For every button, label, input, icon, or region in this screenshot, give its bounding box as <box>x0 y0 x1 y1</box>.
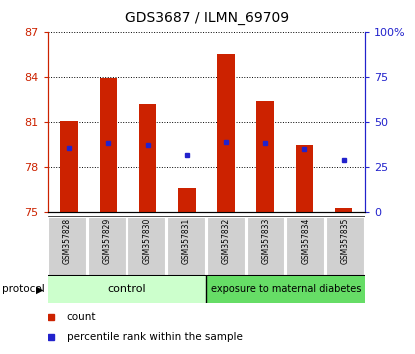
Bar <box>326 217 365 275</box>
Bar <box>127 217 166 275</box>
Bar <box>167 217 206 275</box>
Text: ▶: ▶ <box>36 284 43 295</box>
Bar <box>88 217 127 275</box>
Text: GSM357830: GSM357830 <box>142 218 151 264</box>
Bar <box>217 55 235 212</box>
Bar <box>48 217 87 275</box>
Text: GSM357832: GSM357832 <box>222 218 231 264</box>
Bar <box>295 145 313 212</box>
Bar <box>256 101 274 212</box>
Bar <box>207 217 246 275</box>
Text: percentile rank within the sample: percentile rank within the sample <box>67 332 243 342</box>
Bar <box>207 276 365 303</box>
Bar <box>100 79 117 212</box>
Text: control: control <box>108 284 146 295</box>
Text: GDS3687 / ILMN_69709: GDS3687 / ILMN_69709 <box>125 11 290 25</box>
Text: count: count <box>67 312 96 322</box>
Bar <box>61 121 78 212</box>
Bar <box>48 276 207 303</box>
Text: GSM357834: GSM357834 <box>301 218 310 264</box>
Bar <box>286 217 325 275</box>
Bar <box>139 104 156 212</box>
Text: GSM357828: GSM357828 <box>63 218 72 264</box>
Text: protocol: protocol <box>2 284 45 295</box>
Text: GSM357835: GSM357835 <box>341 218 350 264</box>
Text: GSM357829: GSM357829 <box>103 218 112 264</box>
Bar <box>178 188 196 212</box>
Text: GSM357831: GSM357831 <box>182 218 191 264</box>
Bar <box>247 217 286 275</box>
Bar <box>335 208 352 212</box>
Text: exposure to maternal diabetes: exposure to maternal diabetes <box>211 284 361 295</box>
Text: GSM357833: GSM357833 <box>261 218 271 264</box>
